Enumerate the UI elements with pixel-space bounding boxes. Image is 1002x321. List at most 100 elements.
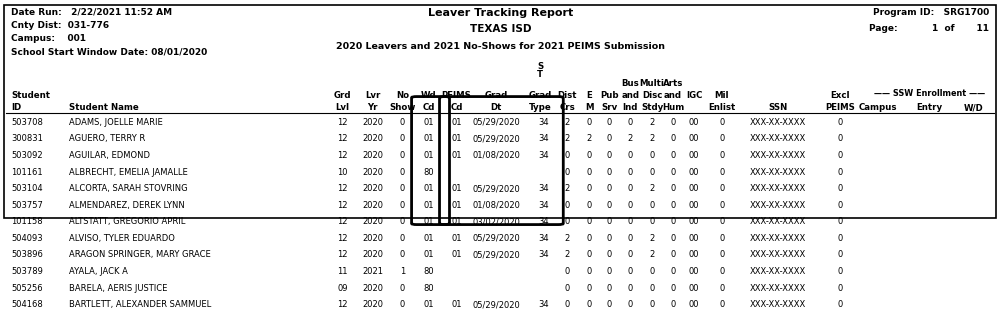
Text: Stdy: Stdy	[641, 103, 663, 112]
Text: 12: 12	[338, 134, 348, 143]
Text: 01: 01	[423, 118, 434, 127]
Text: Excl: Excl	[830, 91, 850, 100]
Text: 0: 0	[586, 300, 592, 309]
Text: W/D: W/D	[964, 103, 983, 112]
Text: 05/29/2020: 05/29/2020	[473, 250, 520, 259]
Text: 503896: 503896	[11, 250, 43, 259]
Text: Srv: Srv	[601, 103, 617, 112]
Text: 503092: 503092	[11, 151, 43, 160]
Text: 01: 01	[423, 201, 434, 210]
Text: 01: 01	[423, 184, 434, 193]
Text: 0: 0	[606, 217, 612, 226]
Text: ALTSTATT, GREGORIO APRIL: ALTSTATT, GREGORIO APRIL	[69, 217, 185, 226]
Text: Campus: Campus	[859, 103, 897, 112]
Text: 05/29/2020: 05/29/2020	[473, 118, 520, 127]
Text: ALMENDAREZ, DEREK LYNN: ALMENDAREZ, DEREK LYNN	[69, 201, 185, 210]
Text: 00: 00	[688, 300, 699, 309]
Text: and: and	[621, 91, 639, 100]
Text: 0: 0	[400, 168, 405, 177]
Text: 00: 00	[688, 217, 699, 226]
Text: 0: 0	[400, 250, 405, 259]
Text: 80: 80	[423, 168, 434, 177]
Text: 12: 12	[338, 151, 348, 160]
Text: XXX-XX-XXXX: XXX-XX-XXXX	[749, 151, 806, 160]
Text: Grad: Grad	[485, 91, 508, 100]
Text: S: S	[537, 62, 543, 71]
Text: 10: 10	[338, 168, 348, 177]
Text: 34: 34	[538, 201, 549, 210]
Text: 0: 0	[606, 250, 612, 259]
Text: 05/29/2020: 05/29/2020	[473, 184, 520, 193]
Text: 01: 01	[451, 250, 462, 259]
Text: 09: 09	[338, 284, 348, 293]
Text: 0: 0	[586, 267, 592, 276]
Text: 0: 0	[837, 250, 843, 259]
Text: 0: 0	[606, 234, 612, 243]
Text: 01: 01	[451, 300, 462, 309]
Text: 2021: 2021	[362, 267, 383, 276]
Text: Crs: Crs	[559, 103, 575, 112]
Text: 34: 34	[538, 234, 549, 243]
Text: 2: 2	[565, 184, 570, 193]
Text: 01/08/2020: 01/08/2020	[473, 151, 520, 160]
Text: 505256: 505256	[11, 284, 43, 293]
Text: 0: 0	[837, 151, 843, 160]
Text: 0: 0	[670, 118, 675, 127]
Text: 0: 0	[719, 118, 724, 127]
Text: 12: 12	[338, 217, 348, 226]
Text: Dist: Dist	[557, 91, 577, 100]
Text: 0: 0	[627, 300, 633, 309]
Text: 0: 0	[670, 168, 675, 177]
Text: 0: 0	[719, 250, 724, 259]
Text: 34: 34	[538, 151, 549, 160]
Text: Dt: Dt	[491, 103, 502, 112]
Text: 0: 0	[837, 184, 843, 193]
Text: 2: 2	[627, 134, 633, 143]
Text: 1: 1	[400, 267, 405, 276]
Text: 0: 0	[400, 184, 405, 193]
Text: 0: 0	[670, 134, 675, 143]
Text: 0: 0	[627, 250, 633, 259]
Text: Enlist: Enlist	[708, 103, 735, 112]
Text: 01: 01	[423, 217, 434, 226]
Text: ID: ID	[11, 103, 22, 112]
Text: 03/02/2020: 03/02/2020	[473, 217, 520, 226]
Text: 0: 0	[719, 267, 724, 276]
Text: Disc: Disc	[642, 91, 662, 100]
Text: 0: 0	[565, 217, 570, 226]
Text: 05/29/2020: 05/29/2020	[473, 234, 520, 243]
Text: 0: 0	[719, 234, 724, 243]
Text: 0: 0	[627, 267, 633, 276]
Text: 0: 0	[670, 217, 675, 226]
Text: 2: 2	[565, 134, 570, 143]
Text: Leaver Tracking Report: Leaver Tracking Report	[428, 8, 573, 18]
Text: 80: 80	[423, 267, 434, 276]
Text: 2020: 2020	[362, 217, 383, 226]
Text: Student: Student	[11, 91, 50, 100]
Text: 34: 34	[538, 134, 549, 143]
Text: 34: 34	[538, 118, 549, 127]
Text: 01: 01	[451, 118, 462, 127]
Text: XXX-XX-XXXX: XXX-XX-XXXX	[749, 234, 806, 243]
Text: 2020: 2020	[362, 168, 383, 177]
Text: AGUERO, TERRY R: AGUERO, TERRY R	[69, 134, 145, 143]
Text: 0: 0	[586, 284, 592, 293]
Text: 2020: 2020	[362, 134, 383, 143]
Text: ALVISO, TYLER EDUARDO: ALVISO, TYLER EDUARDO	[69, 234, 175, 243]
Text: 2: 2	[649, 250, 654, 259]
Text: 0: 0	[586, 168, 592, 177]
Text: 0: 0	[837, 267, 843, 276]
Text: 01/08/2020: 01/08/2020	[473, 201, 520, 210]
Text: 12: 12	[338, 250, 348, 259]
Text: T: T	[537, 70, 543, 79]
Text: 01: 01	[423, 300, 434, 309]
Text: SSN: SSN	[769, 103, 788, 112]
Text: 0: 0	[627, 168, 633, 177]
Text: 0: 0	[606, 151, 612, 160]
Text: 80: 80	[423, 284, 434, 293]
Text: 0: 0	[649, 284, 654, 293]
Text: PEIMS: PEIMS	[442, 91, 471, 100]
Text: TEXAS ISD: TEXAS ISD	[470, 24, 531, 34]
Text: 0: 0	[670, 234, 675, 243]
Text: 0: 0	[565, 168, 570, 177]
